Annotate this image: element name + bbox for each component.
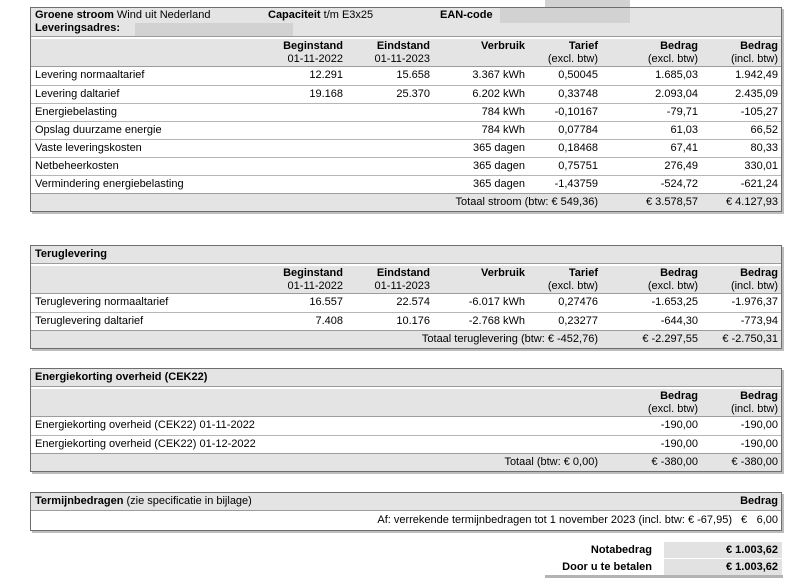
product-value: Wind uit Nederland: [116, 9, 211, 21]
stroom-info-band: Groene stroom Wind uit Nederland Capacit…: [31, 8, 781, 37]
product-info-row: Groene stroom Wind uit Nederland Capacit…: [31, 8, 781, 23]
col-empty: [31, 40, 271, 65]
termijnbedragen-title: Termijnbedragen (zie specificatie in bij…: [35, 495, 252, 507]
col-bedrag-excl: Bedrag (excl. btw): [647, 390, 698, 415]
redacted-ean-code: [500, 8, 630, 23]
teruglevering-total-incl: € -2.750,31: [722, 333, 778, 345]
capacity-label: Capaciteit: [268, 9, 321, 21]
energiekorting-title: Energiekorting overheid (CEK22): [35, 371, 208, 383]
capacity: Capaciteit t/m E3x25: [268, 9, 373, 22]
teruglevering-table: Teruglevering Beginstand 01-11-2022 Eind…: [30, 245, 782, 349]
col-bedrag-incl: Bedrag (incl. btw): [730, 267, 778, 292]
amount: 6,00: [756, 514, 778, 526]
table-row: Energiekorting overheid (CEK22) 01-11-20…: [31, 417, 781, 435]
teruglevering-total-row: Totaal teruglevering (btw: € -452,76) € …: [31, 330, 781, 348]
band-gap: [31, 37, 781, 39]
col-bedrag-incl: Bedrag (incl. btw): [730, 390, 778, 415]
address-info-row: Leveringsadres:: [31, 22, 781, 36]
table-row: Teruglevering daltarief 7.408 10.176 -2.…: [31, 312, 781, 330]
energiekorting-table: Energiekorting overheid (CEK22) Bedrag (…: [30, 368, 782, 472]
product-label: Groene stroom: [35, 9, 114, 21]
door-u-te-betalen-value: € 1.003,62: [664, 559, 782, 575]
redacted-delivery-address: [135, 23, 293, 36]
col-verbruik: Verbruik: [480, 40, 525, 52]
energiekorting-total-excl: € -380,00: [651, 456, 698, 468]
col-bedrag: Bedrag: [740, 495, 778, 507]
band-gap: [31, 264, 781, 266]
delivery-address-label: Leveringsadres:: [35, 22, 120, 34]
energiekorting-title-row: Energiekorting overheid (CEK22): [31, 369, 781, 387]
table-row: Levering daltarief 19.168 25.370 6.202 k…: [31, 85, 781, 103]
stroom-total-incl: € 4.127,93: [726, 196, 778, 208]
notabedrag-row: Notabedrag € 1.003,62: [30, 542, 782, 558]
col-tarief: Tarief (excl. btw): [547, 267, 598, 292]
table-row: Netbeheerkosten 365 dagen 0,75751 276,49…: [31, 157, 781, 175]
capacity-value: t/m E3x25: [323, 9, 374, 21]
teruglevering-total-label: Totaal teruglevering (btw: € -452,76): [421, 333, 598, 345]
energiekorting-total-label: Totaal (btw: € 0,00): [504, 456, 598, 468]
table-row: Vermindering energiebelasting 365 dagen …: [31, 175, 781, 193]
col-tarief: Tarief (excl. btw): [547, 40, 598, 65]
product-name: Groene stroom Wind uit Nederland: [35, 9, 210, 22]
table-row: Opslag duurzame energie 784 kWh 0,07784 …: [31, 121, 781, 139]
termijn-row-amount: € 6,00: [735, 511, 781, 530]
invoice-summary: Notabedrag € 1.003,62 Door u te betalen …: [30, 542, 782, 576]
col-empty: [31, 267, 271, 292]
redacted-top-strip: [545, 0, 630, 7]
stroom-total-label: Totaal stroom (btw: € 549,36): [455, 196, 598, 208]
stroom-total-row: Totaal stroom (btw: € 549,36) € 3.578,57…: [31, 193, 781, 211]
table-row: Levering normaaltarief 12.291 15.658 3.3…: [31, 67, 781, 85]
col-bedrag-excl: Bedrag (excl. btw): [647, 267, 698, 292]
currency-symbol: €: [741, 514, 748, 526]
table-row: Energiebelasting 784 kWh -0,10167 -79,71…: [31, 103, 781, 121]
stroom-total-excl: € 3.578,57: [646, 196, 698, 208]
notabedrag-value: € 1.003,62: [664, 542, 782, 558]
col-beginstand: Beginstand 01-11-2022: [283, 40, 343, 65]
stroom-column-headers: Beginstand 01-11-2022 Eindstand 01-11-20…: [31, 39, 781, 67]
termijn-row-label: Af: verrekende termijnbedragen tot 1 nov…: [377, 514, 732, 526]
notabedrag-label: Notabedrag: [590, 544, 652, 556]
door-u-te-betalen-row: Door u te betalen € 1.003,62: [30, 559, 782, 575]
stroom-table: Groene stroom Wind uit Nederland Capacit…: [30, 7, 782, 212]
table-row: Energiekorting overheid (CEK22) 01-12-20…: [31, 435, 781, 453]
table-row: Vaste leveringskosten 365 dagen 0,18468 …: [31, 139, 781, 157]
teruglevering-title-row: Teruglevering: [31, 246, 781, 264]
col-bedrag-incl: Bedrag (incl. btw): [730, 40, 778, 65]
teruglevering-column-headers: Beginstand 01-11-2022 Eindstand 01-11-20…: [31, 266, 781, 294]
teruglevering-title: Teruglevering: [35, 248, 107, 260]
termijnbedragen-title-row: Termijnbedragen (zie specificatie in bij…: [31, 493, 781, 511]
col-empty: [31, 390, 601, 415]
energiekorting-total-row: Totaal (btw: € 0,00) € -380,00 € -380,00: [31, 453, 781, 471]
col-eindstand: Eindstand 01-11-2023: [374, 40, 430, 65]
col-verbruik: Verbruik: [480, 267, 525, 279]
termijnbedragen-table: Termijnbedragen (zie specificatie in bij…: [30, 492, 782, 531]
table-row: Teruglevering normaaltarief 16.557 22.57…: [31, 294, 781, 312]
cut-off-bottom-row: [545, 575, 783, 578]
col-beginstand: Beginstand 01-11-2022: [283, 267, 343, 292]
energiekorting-total-incl: € -380,00: [731, 456, 778, 468]
energiekorting-column-headers: Bedrag (excl. btw) Bedrag (incl. btw): [31, 389, 781, 417]
col-eindstand: Eindstand 01-11-2023: [374, 267, 430, 292]
band-gap: [31, 387, 781, 389]
teruglevering-total-excl: € -2.297,55: [642, 333, 698, 345]
table-row: Af: verrekende termijnbedragen tot 1 nov…: [31, 511, 781, 530]
ean-code-label: EAN-code: [440, 9, 493, 21]
door-u-te-betalen-label: Door u te betalen: [562, 561, 652, 573]
col-bedrag-excl: Bedrag (excl. btw): [647, 40, 698, 65]
